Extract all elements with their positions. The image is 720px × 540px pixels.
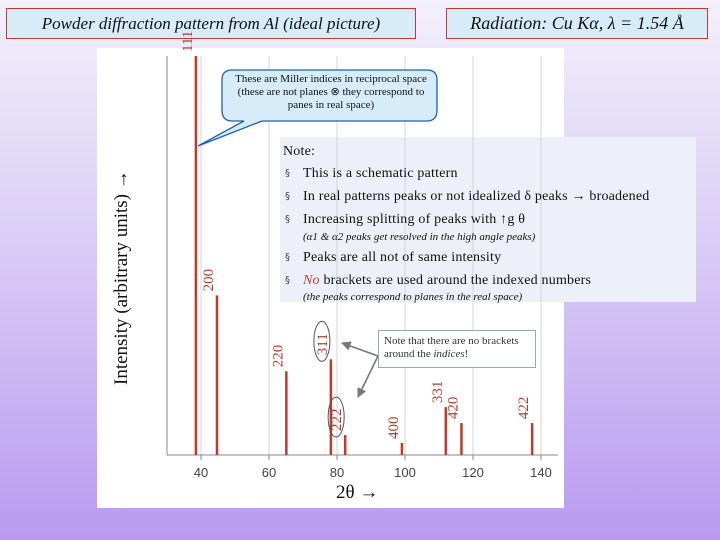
peak-label-200: 200	[201, 269, 217, 292]
radiation-label-text: Radiation: Cu Kα, λ = 1.54 Å	[470, 13, 684, 33]
x-tick-label: 60	[262, 465, 276, 480]
note-item-5-rest: brackets are used around the indexed num…	[319, 273, 592, 288]
slide-title: Powder diffraction pattern from Al (idea…	[6, 8, 416, 39]
note-item-1: This is a schematic pattern	[303, 166, 458, 181]
slide-title-text: Powder diffraction pattern from Al (idea…	[41, 13, 381, 33]
peak-label-highlight	[313, 320, 331, 362]
bullet-icon: §	[285, 191, 290, 202]
peak-label-422: 422	[516, 397, 532, 420]
brackets-note-line-2: around the indices!	[384, 348, 530, 361]
x-tick-label: 40	[194, 465, 208, 480]
peak-label-highlight	[327, 396, 345, 438]
note-item-3-sub: (α1 & α2 peaks get resolved in the high …	[303, 231, 536, 243]
note-heading: Note:	[283, 144, 316, 159]
x-tick-label: 120	[462, 465, 484, 480]
no-word: No	[303, 273, 320, 288]
brackets-note-suffix: !	[464, 348, 469, 360]
x-ticks: 40 60 80 100 120 140	[194, 455, 552, 480]
x-tick-label: 140	[530, 465, 552, 480]
note-item-4: Peaks are all not of same intensity	[303, 250, 502, 265]
bullet-icon: §	[285, 252, 290, 263]
note-item-5: No brackets are used around the indexed …	[303, 273, 591, 289]
callout-text: These are Miller indices in reciprocal s…	[235, 73, 427, 111]
peak-label-111: 111	[180, 31, 196, 52]
bullet-icon: §	[285, 168, 290, 179]
brackets-note-prefix: around the	[384, 348, 434, 360]
bullet-icon: §	[285, 275, 290, 286]
note2-arrow	[341, 341, 379, 357]
peaks	[194, 56, 534, 455]
peak-label-222: 222	[329, 409, 345, 432]
note-item-2: In real patterns peaks or not idealized …	[303, 189, 650, 204]
x-tick-label: 80	[330, 465, 344, 480]
peak-label-220: 220	[270, 345, 286, 368]
note-item-3: Increasing splitting of peaks with ↑g θ	[303, 212, 526, 227]
note-item-5-sub: (the peaks correspond to planes in the r…	[303, 291, 523, 303]
bullet-icon: §	[285, 214, 290, 225]
peak-label-400: 400	[386, 417, 402, 440]
x-axis-title: 2θ →	[336, 482, 378, 503]
note-panel	[280, 137, 696, 302]
brackets-note-italic: indices	[433, 348, 465, 360]
callout-bubble	[197, 69, 438, 147]
peak-label-331: 331	[430, 381, 446, 404]
x-tick-label: 100	[394, 465, 416, 480]
peak-label-311: 311	[315, 333, 331, 355]
brackets-note: Note that there are no brackets around t…	[378, 330, 536, 368]
peak-label-420: 420	[445, 397, 461, 420]
brackets-note-line-1: Note that there are no brackets	[384, 335, 519, 347]
radiation-label: Radiation: Cu Kα, λ = 1.54 Å	[446, 8, 708, 39]
note2-arrow	[357, 355, 379, 398]
grid	[200, 56, 542, 455]
y-axis-title: Intensity (arbitrary units) →	[111, 170, 132, 385]
